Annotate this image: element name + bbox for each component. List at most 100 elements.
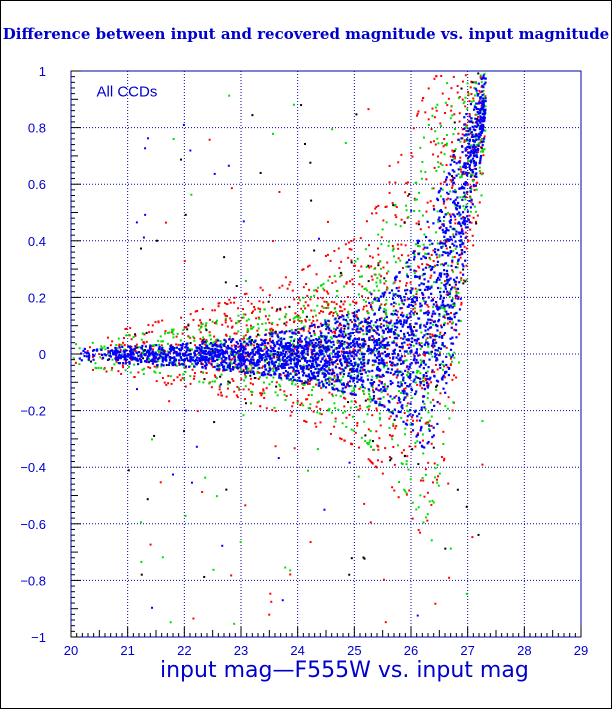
data-point: [154, 351, 157, 354]
data-point: [440, 151, 443, 154]
data-point: [195, 356, 199, 359]
data-point: [450, 180, 453, 183]
data-point: [326, 302, 329, 305]
data-point: [218, 345, 221, 348]
data-point: [385, 315, 388, 319]
data-point: [347, 333, 350, 336]
data-point: [415, 376, 418, 379]
data-point: [482, 120, 485, 123]
data-point: [127, 355, 130, 358]
data-point: [318, 312, 321, 315]
data-point: [336, 352, 339, 355]
data-point: [439, 293, 442, 296]
data-point: [290, 366, 293, 369]
data-point: [312, 375, 315, 379]
data-point: [302, 329, 305, 332]
data-point: [265, 338, 268, 341]
data-point: [313, 249, 316, 252]
data-point: [319, 310, 322, 313]
data-point: [388, 426, 391, 429]
data-point: [391, 381, 394, 385]
data-point: [348, 349, 351, 352]
data-point: [215, 319, 218, 322]
data-point: [272, 370, 275, 373]
data-point: [477, 143, 480, 146]
data-point: [257, 307, 260, 310]
data-point: [439, 274, 442, 277]
data-point: [363, 420, 366, 423]
data-point: [354, 369, 358, 372]
data-point: [323, 362, 326, 365]
data-point: [315, 289, 318, 292]
data-point: [161, 319, 164, 322]
data-point: [431, 371, 434, 374]
data-point: [153, 434, 156, 437]
data-point: [402, 323, 405, 326]
data-point: [406, 273, 409, 276]
data-point: [368, 291, 371, 294]
data-point: [442, 387, 445, 390]
data-point: [444, 391, 447, 394]
data-point: [339, 341, 342, 344]
data-point: [137, 359, 140, 362]
data-point: [157, 349, 160, 352]
data-point: [173, 360, 176, 363]
data-point: [169, 361, 172, 364]
data-point: [449, 218, 453, 222]
data-point: [264, 322, 267, 325]
data-point: [211, 344, 214, 347]
data-point: [403, 388, 406, 391]
data-point: [476, 110, 479, 114]
data-point: [289, 339, 292, 342]
data-point: [483, 77, 486, 80]
data-point: [349, 342, 353, 345]
data-point: [382, 404, 385, 407]
data-point: [269, 345, 272, 348]
data-point: [443, 137, 446, 140]
data-point: [385, 370, 388, 374]
data-point: [435, 341, 438, 344]
data-point: [453, 286, 456, 289]
data-point: [413, 307, 416, 310]
data-point: [381, 228, 384, 231]
data-point: [189, 375, 192, 378]
data-point: [151, 358, 154, 361]
data-point: [400, 362, 403, 365]
data-point: [153, 370, 156, 373]
data-point: [431, 312, 434, 315]
data-point: [402, 391, 405, 394]
data-point: [343, 300, 346, 303]
data-point: [362, 325, 365, 328]
data-point: [273, 362, 276, 365]
data-point: [382, 578, 385, 581]
data-point: [323, 338, 327, 342]
data-point: [474, 129, 477, 132]
data-point: [304, 318, 307, 321]
data-point: [235, 351, 238, 355]
data-point: [465, 162, 468, 165]
data-point: [285, 346, 288, 349]
data-point: [190, 193, 193, 196]
data-point: [481, 117, 484, 120]
data-point: [171, 363, 174, 367]
data-point: [468, 100, 471, 103]
data-point: [387, 399, 390, 403]
data-point: [373, 448, 376, 451]
data-point: [396, 444, 399, 447]
data-point: [284, 306, 287, 309]
data-point: [424, 325, 427, 328]
data-point: [392, 330, 395, 334]
data-point: [115, 360, 118, 363]
data-point: [424, 408, 427, 411]
data-point: [475, 120, 478, 124]
data-point: [224, 301, 227, 304]
data-point: [454, 191, 457, 194]
data-point: [429, 333, 432, 336]
data-point: [425, 381, 429, 385]
data-point: [269, 334, 272, 337]
data-point: [292, 339, 296, 343]
data-point: [143, 349, 146, 352]
data-point: [456, 201, 460, 204]
data-point: [456, 297, 460, 300]
data-point: [458, 333, 461, 336]
